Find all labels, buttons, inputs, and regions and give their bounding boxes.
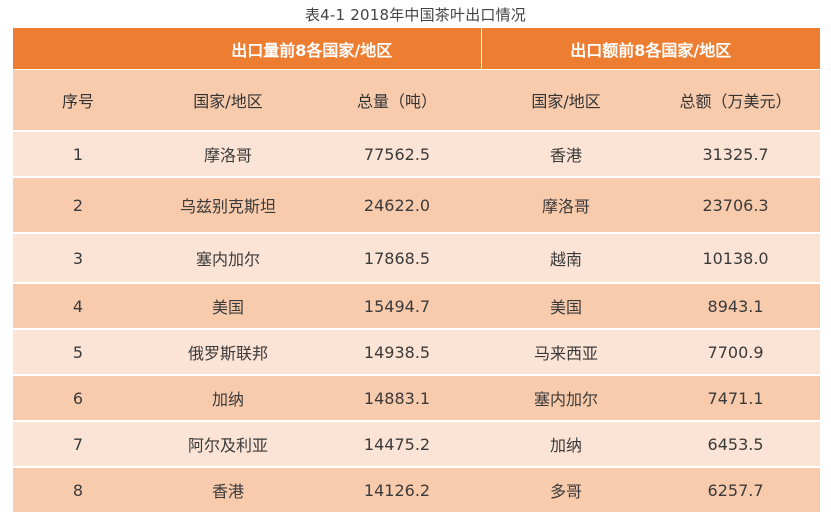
column-header-amount-total: 总额（万美元） [651, 69, 821, 131]
cell-amount-country: 塞内加尔 [481, 374, 652, 421]
cell-volume-total: 14475.2 [313, 420, 482, 467]
table-row: 1 摩洛哥 77562.5 香港 31325.7 [13, 130, 821, 177]
table-row: 8 香港 14126.2 多哥 6257.7 [13, 466, 821, 512]
cell-index: 8 [13, 466, 143, 512]
column-header-row: 序号 国家/地区 总量（吨） 国家/地区 总额（万美元） [13, 69, 821, 131]
cell-volume-country: 阿尔及利亚 [143, 420, 313, 467]
cell-amount-total: 6453.5 [651, 420, 821, 467]
cell-index: 4 [13, 282, 143, 329]
column-header-index: 序号 [13, 69, 143, 131]
cell-volume-total: 14126.2 [313, 466, 482, 512]
group-header-blank [13, 28, 143, 70]
cell-index: 5 [13, 328, 143, 375]
cell-volume-total: 14883.1 [313, 374, 482, 421]
table-caption: 表4-1 2018年中国茶叶出口情况 [304, 6, 527, 24]
cell-amount-total: 31325.7 [651, 130, 821, 177]
cell-volume-country: 塞内加尔 [143, 232, 313, 283]
cell-volume-country: 香港 [143, 466, 313, 512]
cell-volume-country: 俄罗斯联邦 [143, 328, 313, 375]
cell-amount-country: 摩洛哥 [481, 176, 652, 233]
tea-export-table: 出口量前8各国家/地区 出口额前8各国家/地区 序号 国家/地区 总量（吨） 国… [13, 28, 821, 512]
cell-volume-total: 24622.0 [313, 176, 482, 233]
cell-volume-country: 美国 [143, 282, 313, 329]
column-header-volume-country: 国家/地区 [143, 69, 313, 131]
group-header-amount: 出口额前8各国家/地区 [480, 28, 821, 70]
cell-volume-total: 17868.5 [313, 232, 482, 283]
cell-index: 3 [13, 232, 143, 283]
cell-amount-total: 23706.3 [651, 176, 821, 233]
cell-amount-country: 越南 [481, 232, 652, 283]
cell-amount-total: 10138.0 [651, 232, 821, 283]
cell-amount-total: 7700.9 [651, 328, 821, 375]
column-header-amount-country: 国家/地区 [481, 69, 652, 131]
cell-amount-country: 多哥 [481, 466, 652, 512]
table-row: 3 塞内加尔 17868.5 越南 10138.0 [13, 232, 821, 283]
cell-amount-total: 7471.1 [651, 374, 821, 421]
cell-volume-country: 乌兹别克斯坦 [143, 176, 313, 233]
cell-amount-country: 加纳 [481, 420, 652, 467]
column-header-volume-total: 总量（吨） [313, 69, 482, 131]
table-row: 4 美国 15494.7 美国 8943.1 [13, 282, 821, 329]
cell-amount-country: 美国 [481, 282, 652, 329]
cell-amount-country: 马来西亚 [481, 328, 652, 375]
cell-volume-total: 14938.5 [313, 328, 482, 375]
cell-index: 1 [13, 130, 143, 177]
cell-amount-total: 6257.7 [651, 466, 821, 512]
cell-volume-total: 15494.7 [313, 282, 482, 329]
cell-volume-country: 加纳 [143, 374, 313, 421]
table-row: 7 阿尔及利亚 14475.2 加纳 6453.5 [13, 420, 821, 467]
cell-index: 6 [13, 374, 143, 421]
cell-amount-total: 8943.1 [651, 282, 821, 329]
cell-index: 2 [13, 176, 143, 233]
table-row: 2 乌兹别克斯坦 24622.0 摩洛哥 23706.3 [13, 176, 821, 233]
group-header-row: 出口量前8各国家/地区 出口额前8各国家/地区 [13, 28, 821, 70]
table-row: 6 加纳 14883.1 塞内加尔 7471.1 [13, 374, 821, 421]
cell-volume-country: 摩洛哥 [143, 130, 313, 177]
cell-index: 7 [13, 420, 143, 467]
cell-amount-country: 香港 [481, 130, 652, 177]
cell-volume-total: 77562.5 [313, 130, 482, 177]
table-row: 5 俄罗斯联邦 14938.5 马来西亚 7700.9 [13, 328, 821, 375]
group-header-volume: 出口量前8各国家/地区 [143, 28, 482, 70]
